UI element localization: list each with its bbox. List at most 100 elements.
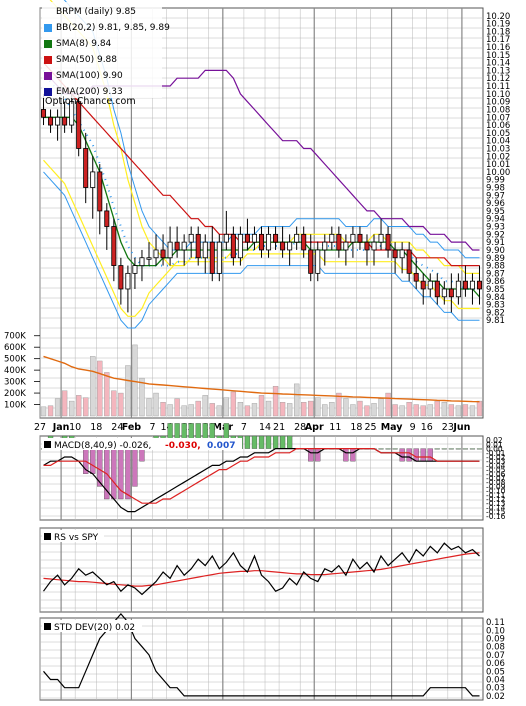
volume-bar [308, 400, 314, 417]
candle-body [90, 171, 96, 188]
macd-y-tick-label: -0.11 [486, 491, 506, 500]
macd-histogram-bar [413, 448, 419, 462]
candle-body [441, 288, 447, 298]
volume-y-tick-label: 500K [4, 355, 26, 365]
candle-body [83, 148, 89, 188]
volume-bar [97, 360, 103, 417]
candle-body [469, 280, 475, 290]
candle-body [118, 265, 124, 290]
volume-bar [371, 403, 377, 417]
macd-y-tick-label: -0.02 [486, 453, 506, 462]
legend-swatch-icon [44, 56, 52, 64]
price-y-tick-label: 10.19 [486, 20, 510, 30]
macd-histogram-bar [251, 435, 258, 449]
candle-body [322, 241, 328, 251]
candle-body [273, 233, 279, 243]
candle-body [97, 171, 103, 212]
volume-bar [279, 402, 286, 417]
candle-body [237, 233, 243, 259]
price-y-tick-label: 9.90 [486, 246, 505, 256]
stddev-legend-bg [42, 620, 142, 632]
volume-bar [181, 405, 187, 417]
volume-bar [469, 405, 476, 417]
x-tick-label: 7 [149, 422, 155, 433]
price-y-tick-label: 9.82 [486, 308, 505, 318]
candle-body [258, 233, 265, 251]
price-y-tick-label: 10.13 [486, 66, 510, 76]
volume-bar [315, 397, 321, 417]
price-y-tick-label: 9.91 [486, 238, 505, 248]
volume-bar [364, 405, 370, 417]
x-tick-label: 10 [69, 422, 81, 433]
price-y-tick-label: 9.87 [486, 269, 505, 279]
sma8-line [43, 116, 480, 298]
volume-bar [237, 402, 244, 417]
legend-swatch-icon [44, 40, 52, 48]
macd-y-tick-label: 0.01 [486, 440, 503, 449]
x-tick-label: 22 [182, 422, 194, 433]
candle-body [69, 101, 75, 126]
price-y-tick-label: 9.96 [486, 199, 505, 209]
x-tick-label: 21 [273, 422, 285, 433]
candle-body [336, 233, 342, 251]
volume-bar [54, 398, 61, 417]
volume-bar [68, 400, 75, 417]
price-y-tick-label: 9.94 [486, 215, 505, 225]
volume-bar [132, 344, 138, 417]
stddev-y-tick-label: 0.04 [486, 676, 505, 686]
x-tick-label: 16 [421, 422, 433, 433]
price-y-tick-label: 10.17 [486, 35, 510, 45]
candle-body [294, 233, 300, 243]
candle-body [434, 280, 440, 298]
volume-bar [90, 356, 96, 417]
price-y-tick-label: 10.15 [486, 51, 510, 61]
candle-body [280, 241, 286, 251]
macd-histogram-bar [378, 448, 384, 450]
volume-bar [343, 398, 349, 417]
candle-body [329, 233, 335, 243]
volume-bar [174, 398, 180, 417]
volume-y-tick-label: 200K [4, 389, 26, 399]
candle-body [104, 210, 110, 227]
volume-bar [378, 398, 384, 417]
x-tick-label: May [381, 422, 404, 433]
stddev-y-tick-label: 0.02 [486, 692, 505, 702]
volume-bar [293, 383, 300, 417]
candle-body [315, 249, 321, 274]
volume-bar [244, 405, 251, 417]
macd-histogram-bar [244, 435, 251, 449]
stddev-y-tick-label: 0.10 [486, 626, 505, 636]
price-y-tick-label: 10.12 [486, 74, 510, 84]
volume-bar [83, 397, 89, 417]
stddev-y-tick-label: 0.05 [486, 667, 505, 677]
x-tick-label: 27 [34, 422, 46, 433]
candle-body [181, 241, 187, 251]
candle-body [287, 241, 293, 251]
legend-label: SMA(8) 9.84 [56, 39, 112, 49]
macd-y-tick-label: -0.10 [486, 487, 506, 496]
macd-legend-hist: 0.007 [207, 441, 235, 451]
stddev-y-tick-label: 0.03 [486, 684, 505, 694]
macd-histogram-bar [265, 435, 272, 449]
volume-bar [322, 404, 328, 417]
rs-legend-label: RS vs SPY [54, 533, 99, 543]
price-y-tick-label: 10.06 [486, 121, 510, 131]
macd-legend-signal: -0.030, [165, 441, 201, 451]
volume-bar [336, 392, 342, 417]
stddev-y-tick-label: 0.07 [486, 651, 505, 661]
x-tick-label: 28 [294, 422, 306, 433]
stddev-legend-label: STD DEV(20) 0.02 [54, 623, 135, 633]
volume-bar [76, 395, 82, 417]
rs-legend-bg [42, 530, 104, 542]
candle-body [476, 280, 482, 290]
macd-histogram-bar [308, 448, 314, 462]
volume-bar [462, 404, 469, 417]
candle-body [230, 233, 236, 259]
volume-y-tick-label: 700K [4, 332, 26, 342]
candle-body [406, 249, 412, 274]
price-y-tick-label: 9.99 [486, 176, 505, 186]
candle-body [455, 280, 461, 298]
candle-body [146, 257, 152, 260]
volume-bar [160, 402, 166, 417]
